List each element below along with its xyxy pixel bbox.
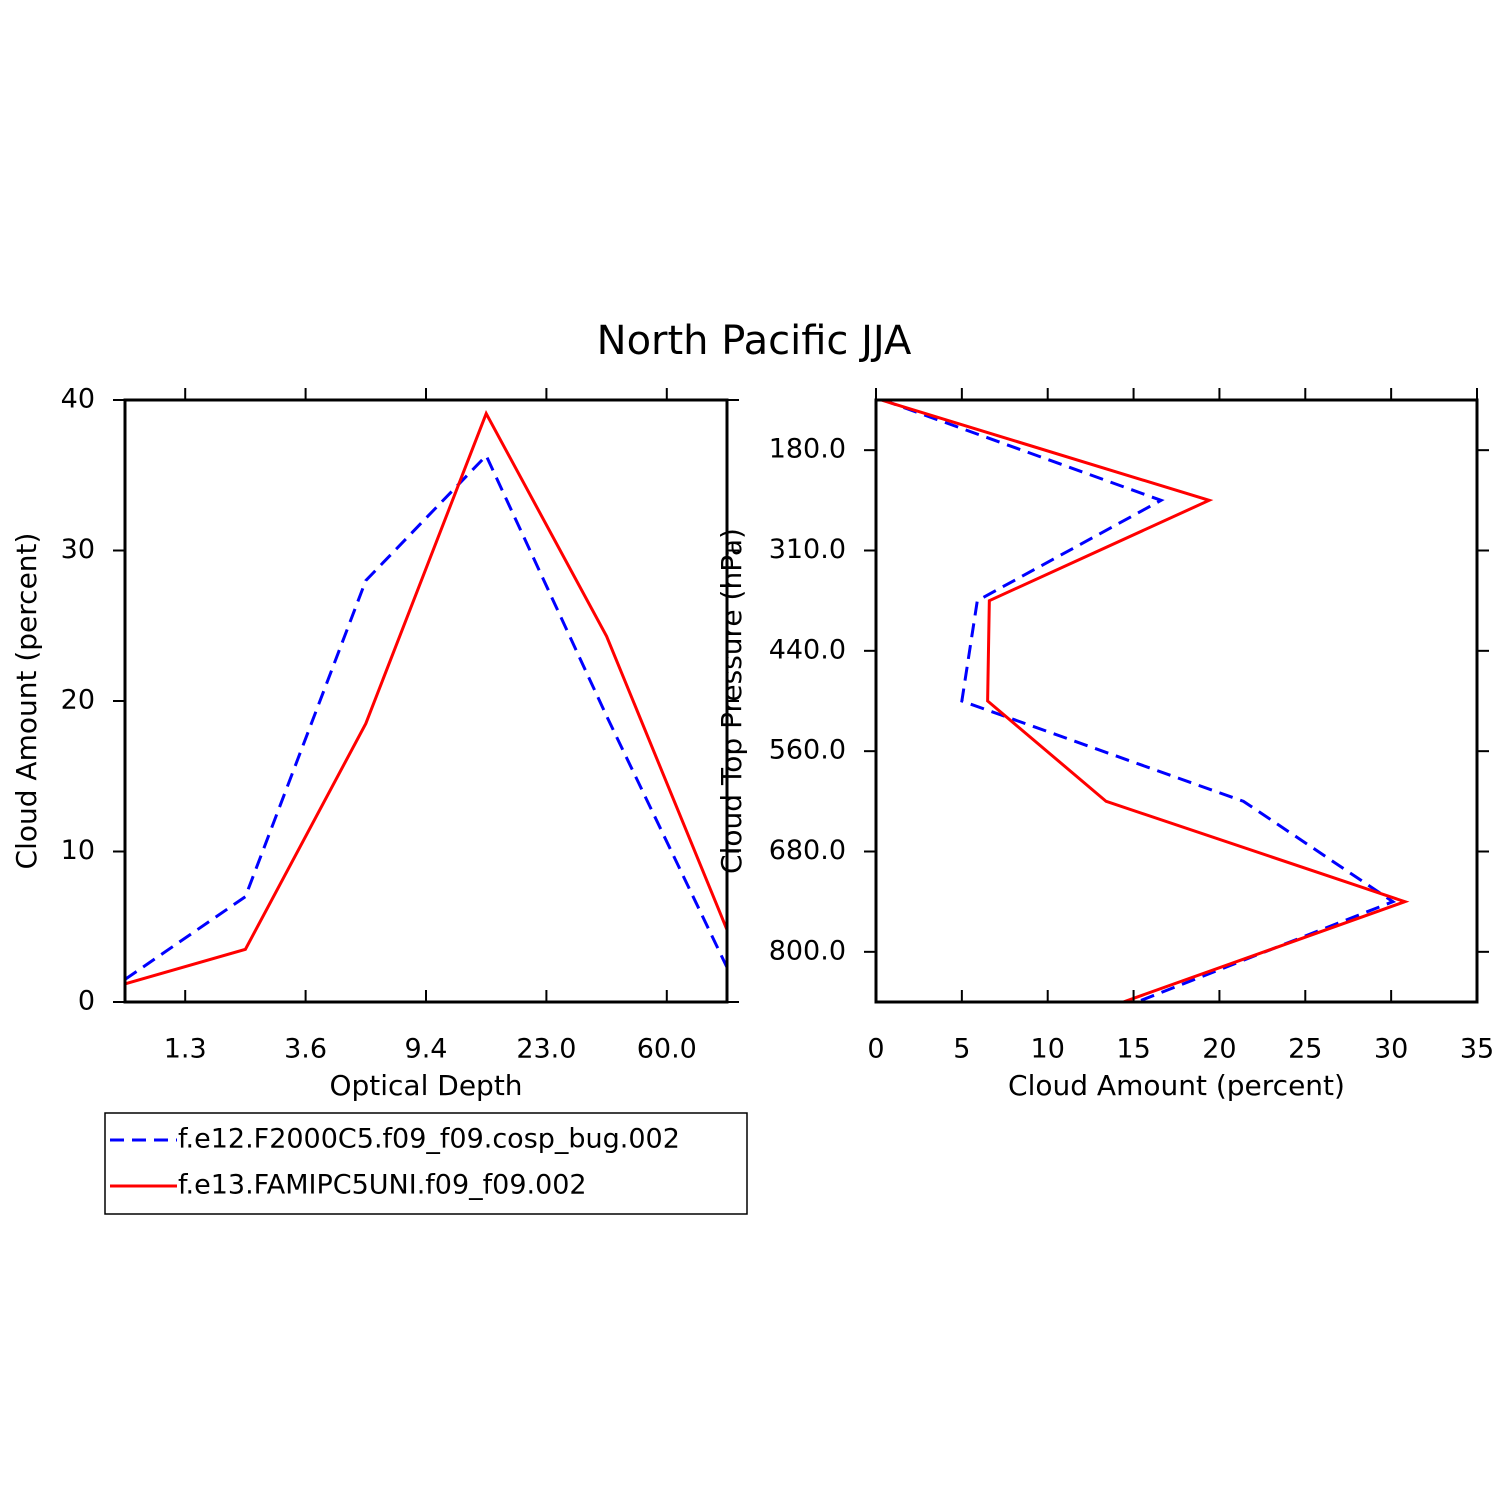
x-axis-title: Optical Depth xyxy=(329,1069,522,1102)
x-tick-label: 20 xyxy=(1202,1034,1236,1065)
x-tick-label: 0 xyxy=(867,1034,884,1065)
y-tick-label: 680.0 xyxy=(769,835,846,866)
y-axis-title: Cloud Amount (percent) xyxy=(10,533,43,870)
y-tick-label: 440.0 xyxy=(769,634,846,665)
data-line xyxy=(124,453,729,981)
y-tick-label: 20 xyxy=(61,685,95,716)
plot-frame xyxy=(123,398,729,1004)
y-tick-label: 0 xyxy=(78,986,95,1017)
legend-box xyxy=(104,1112,748,1215)
x-tick-label: 35 xyxy=(1460,1034,1494,1065)
y-tick-label: 180.0 xyxy=(769,434,846,465)
y-tick-label: 800.0 xyxy=(769,935,846,966)
legend-text: f.e12.F2000C5.f09_f09.cosp_bug.002 xyxy=(178,1124,680,1155)
x-tick-label: 60.0 xyxy=(637,1034,697,1065)
x-tick-label: 30 xyxy=(1374,1034,1408,1065)
x-tick-label: 25 xyxy=(1288,1034,1322,1065)
x-tick-label: 10 xyxy=(1031,1034,1065,1065)
data-line xyxy=(124,409,729,986)
y-tick-label: 560.0 xyxy=(769,735,846,766)
data-line xyxy=(882,398,1397,1004)
y-tick-label: 30 xyxy=(61,534,95,565)
y-axis-title: Cloud Top Pressure (hPa) xyxy=(715,528,748,874)
plot-frame xyxy=(874,398,1479,1004)
data-line xyxy=(880,398,1410,1004)
x-tick-label: 5 xyxy=(953,1034,970,1065)
x-tick-label: 23.0 xyxy=(516,1034,576,1065)
legend-text: f.e13.FAMIPC5UNI.f09_f09.002 xyxy=(178,1170,587,1201)
y-tick-label: 310.0 xyxy=(769,534,846,565)
y-tick-label: 40 xyxy=(61,384,95,415)
x-tick-label: 9.4 xyxy=(405,1034,448,1065)
x-tick-label: 1.3 xyxy=(164,1034,207,1065)
y-tick-label: 10 xyxy=(61,835,95,866)
chart-title: North Pacific JJA xyxy=(597,318,912,364)
x-axis-title: Cloud Amount (percent) xyxy=(1008,1069,1345,1102)
x-tick-label: 3.6 xyxy=(284,1034,327,1065)
x-tick-label: 15 xyxy=(1116,1034,1150,1065)
